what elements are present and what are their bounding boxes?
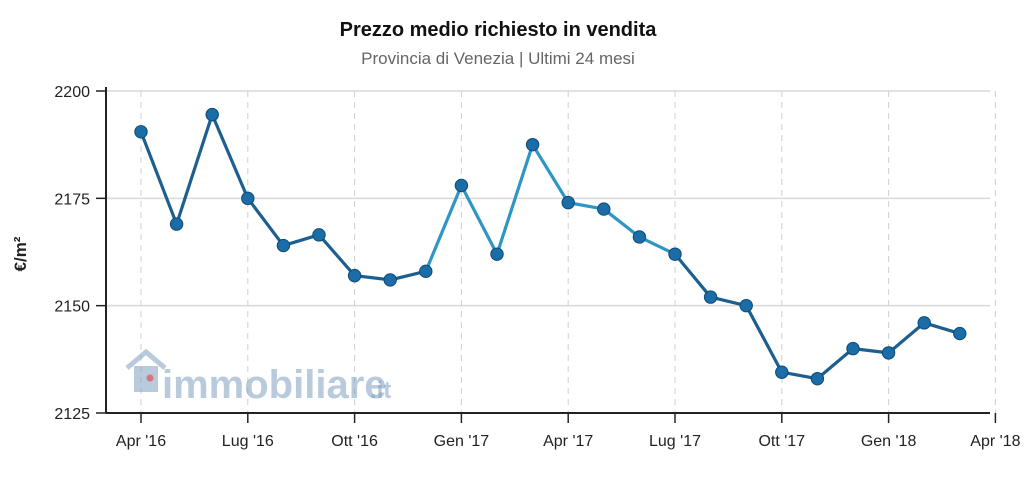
- series-line-segment: [139, 130, 179, 226]
- series-line-segment: [744, 304, 784, 374]
- series-line-segment: [246, 196, 285, 248]
- series-line-segment: [673, 252, 713, 299]
- series-line-segment: [530, 143, 570, 205]
- series-line-segment: [210, 113, 250, 200]
- x-tick-label: Apr '18: [970, 433, 1020, 450]
- x-tick-label: Lug '17: [649, 433, 701, 450]
- data-point: [276, 238, 291, 253]
- y-tick-label: 2175: [54, 191, 90, 208]
- data-point: [775, 365, 789, 379]
- data-point: [525, 137, 540, 152]
- y-tick-label: 2200: [54, 84, 90, 101]
- y-tick-label: 2125: [54, 406, 90, 423]
- data-point: [810, 371, 825, 386]
- data-point: [205, 107, 219, 122]
- y-tick-label: 2150: [54, 299, 90, 316]
- chart-title: Prezzo medio richiesto in vendita: [340, 19, 658, 41]
- x-tick-label: Ott '17: [758, 433, 805, 450]
- data-point: [739, 298, 753, 313]
- data-point: [917, 316, 931, 330]
- data-point: [454, 178, 469, 193]
- data-point: [169, 217, 184, 231]
- series-line-segment: [495, 143, 535, 256]
- data-point: [703, 290, 718, 304]
- data-point: [347, 268, 362, 283]
- data-point: [846, 341, 860, 356]
- data-point: [490, 247, 504, 261]
- x-tick-label: Ott '16: [331, 433, 378, 450]
- watermark-logo: immobiliare .it: [125, 348, 391, 407]
- house-icon: [125, 348, 167, 392]
- watermark-brand: immobiliare: [162, 363, 387, 407]
- data-point: [881, 346, 896, 360]
- watermark-dot-icon: [146, 374, 154, 382]
- series-line-segment: [424, 183, 463, 273]
- series-line-segment: [886, 321, 926, 355]
- x-tick-label: Apr '16: [116, 433, 166, 450]
- series-line-segment: [602, 207, 642, 239]
- data-point: [668, 247, 682, 261]
- data-point: [632, 230, 647, 244]
- data-point: [419, 264, 433, 279]
- series-line-segment: [815, 347, 855, 381]
- x-tick-label: Gen '17: [434, 433, 490, 450]
- series-line-segment: [175, 113, 214, 226]
- chart-subtitle: Provincia di Venezia | Ultimi 24 mesi: [361, 49, 635, 68]
- series-line-segment: [459, 183, 499, 256]
- data-point: [134, 125, 148, 139]
- x-tick-label: Gen '18: [861, 433, 917, 450]
- watermark-suffix: .it: [370, 377, 391, 404]
- series-lines: [139, 113, 962, 381]
- data-point: [383, 273, 397, 287]
- data-point: [597, 202, 611, 216]
- data-point: [312, 228, 326, 242]
- data-point: [953, 326, 967, 341]
- data-point: [561, 195, 575, 210]
- series-line-segment: [317, 233, 357, 278]
- x-tick-label: Apr '17: [543, 433, 593, 450]
- data-point: [241, 191, 255, 206]
- axes: 2125 2150 2175 2200 Apr '16 Lug '16 Ott '16 Gen…: [54, 84, 1020, 450]
- x-tick-label: Lug '16: [222, 433, 274, 450]
- series-points: [134, 107, 967, 386]
- y-axis-label: €/m²: [11, 236, 30, 271]
